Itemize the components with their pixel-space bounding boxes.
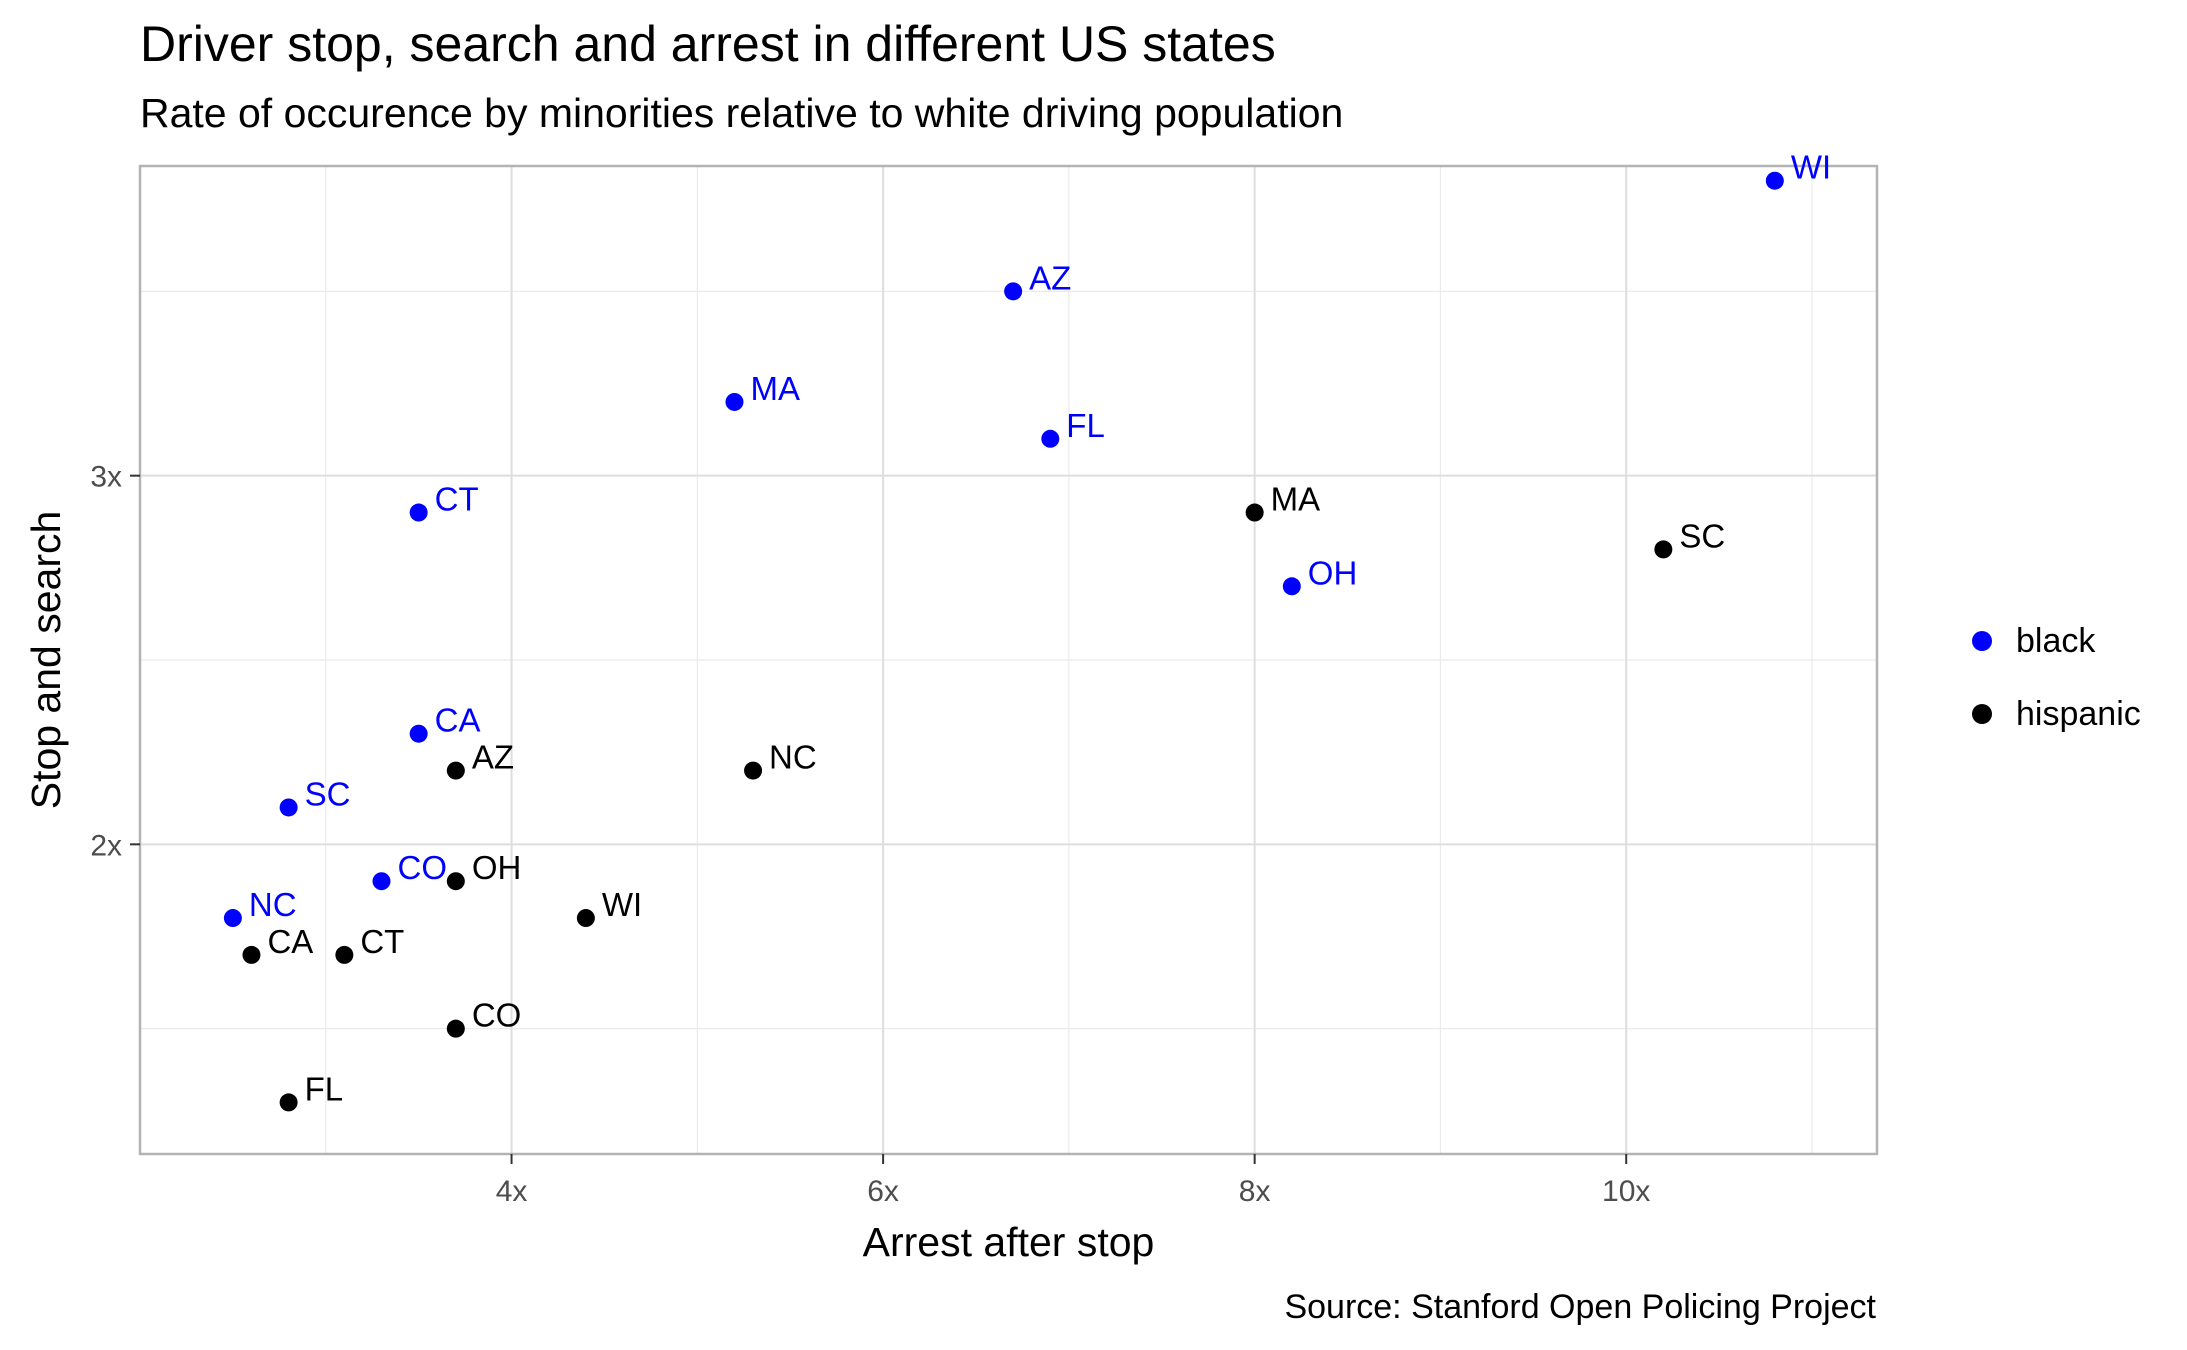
point-black-ca	[409, 724, 428, 743]
point-label-hispanic-oh: OH	[472, 849, 522, 886]
point-black-az	[1004, 282, 1023, 301]
point-hispanic-fl	[279, 1093, 298, 1112]
point-label-hispanic-wi: WI	[602, 886, 642, 923]
x-tick-label: 4x	[496, 1175, 528, 1208]
y-axis-title: Stop and search	[23, 511, 69, 810]
legend-item-hispanic: hispanic	[1966, 677, 2141, 750]
point-black-ct	[409, 503, 428, 522]
point-hispanic-az	[446, 761, 465, 780]
legend-label-hispanic: hispanic	[2016, 694, 2141, 733]
point-black-wi	[1765, 171, 1784, 190]
point-hispanic-sc	[1654, 540, 1673, 559]
legend-item-black: black	[1966, 604, 2141, 677]
point-label-black-nc: NC	[249, 886, 297, 923]
chart-title: Driver stop, search and arrest in differ…	[140, 16, 1276, 72]
panel-border	[138, 164, 1879, 1156]
point-label-hispanic-ma: MA	[1271, 481, 1321, 518]
point-label-black-az: AZ	[1029, 259, 1071, 296]
source-caption: Source: Stanford Open Policing Project	[1284, 1288, 1876, 1326]
point-label-hispanic-fl: FL	[305, 1070, 344, 1107]
legend: black hispanic	[1966, 604, 2141, 750]
chart-subtitle: Rate of occurence by minorities relative…	[140, 90, 1344, 136]
y-tick-label: 2x	[90, 829, 122, 862]
y-tick-label: 3x	[90, 461, 122, 494]
legend-label-black: black	[2016, 621, 2096, 660]
x-tick-label: 6x	[867, 1175, 899, 1208]
point-label-black-ca: CA	[435, 702, 481, 739]
x-axis-title: Arrest after stop	[863, 1219, 1155, 1265]
point-label-black-sc: SC	[305, 775, 351, 812]
point-black-ma	[725, 392, 744, 411]
point-label-hispanic-nc: NC	[769, 739, 817, 776]
x-tick-label: 8x	[1239, 1175, 1271, 1208]
point-hispanic-ct	[335, 945, 354, 964]
point-label-black-fl: FL	[1066, 407, 1105, 444]
point-label-hispanic-ct: CT	[360, 923, 404, 960]
point-black-fl	[1041, 429, 1060, 448]
point-hispanic-oh	[446, 872, 465, 891]
point-black-co	[372, 872, 391, 891]
point-label-hispanic-ca: CA	[267, 923, 313, 960]
x-tick-label: 10x	[1602, 1175, 1650, 1208]
point-hispanic-wi	[576, 909, 595, 928]
point-label-black-wi: WI	[1791, 149, 1831, 186]
point-hispanic-nc	[744, 761, 763, 780]
point-label-black-ma: MA	[750, 370, 800, 407]
point-label-hispanic-co: CO	[472, 997, 522, 1034]
point-hispanic-ca	[242, 945, 261, 964]
point-label-black-oh: OH	[1308, 554, 1358, 591]
point-label-hispanic-sc: SC	[1679, 517, 1725, 554]
point-label-black-ct: CT	[435, 481, 479, 518]
point-label-black-co: CO	[398, 849, 448, 886]
legend-key-black-icon	[1972, 630, 1992, 651]
point-hispanic-ma	[1245, 503, 1264, 522]
point-black-oh	[1282, 577, 1301, 596]
point-black-nc	[223, 909, 242, 928]
point-hispanic-co	[446, 1019, 465, 1038]
point-label-hispanic-az: AZ	[472, 739, 514, 776]
point-black-sc	[279, 798, 298, 817]
legend-key-hispanic-icon	[1972, 703, 1992, 724]
